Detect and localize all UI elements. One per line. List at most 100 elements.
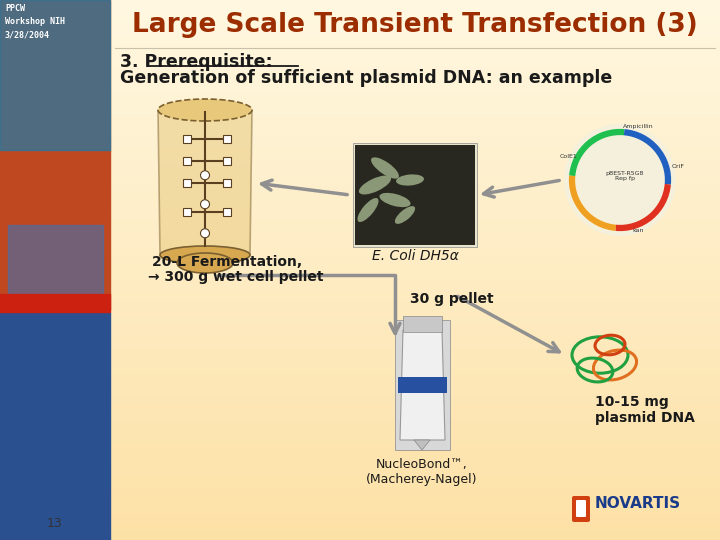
Bar <box>110 423 720 427</box>
Bar <box>110 326 720 329</box>
Bar <box>110 107 720 111</box>
Bar <box>110 242 720 246</box>
Bar <box>110 88 720 92</box>
Bar <box>110 374 720 378</box>
Bar <box>110 123 720 127</box>
Bar <box>110 501 720 505</box>
Bar <box>110 37 720 40</box>
Circle shape <box>200 229 210 238</box>
Bar <box>110 255 720 259</box>
Bar <box>110 380 720 383</box>
Bar <box>110 315 720 319</box>
Bar <box>110 512 720 516</box>
Bar <box>110 361 720 365</box>
Polygon shape <box>400 330 445 440</box>
Bar <box>110 96 720 100</box>
Bar <box>110 21 720 24</box>
Bar <box>110 153 720 157</box>
Bar <box>110 301 720 305</box>
Ellipse shape <box>158 99 252 121</box>
Bar <box>110 61 720 65</box>
Bar <box>110 282 720 286</box>
Bar <box>110 434 720 437</box>
Bar <box>110 191 720 194</box>
Bar <box>110 166 720 170</box>
Bar <box>110 85 720 89</box>
Bar <box>110 388 720 392</box>
Bar <box>110 417 720 421</box>
Bar <box>110 342 720 346</box>
Bar <box>110 110 720 113</box>
Bar <box>110 474 720 478</box>
Bar <box>110 280 720 284</box>
Bar <box>110 485 720 489</box>
Bar <box>183 135 191 143</box>
Bar <box>0 294 110 312</box>
Bar <box>110 15 720 19</box>
Bar <box>110 496 720 500</box>
Bar <box>110 91 720 94</box>
Bar <box>110 126 720 130</box>
Bar <box>110 39 720 43</box>
FancyBboxPatch shape <box>576 500 586 517</box>
Bar <box>110 137 720 140</box>
Bar <box>110 83 720 86</box>
Bar <box>110 358 720 362</box>
Bar <box>110 204 720 208</box>
Bar <box>110 439 720 443</box>
Bar <box>8 225 103 295</box>
Bar <box>110 77 720 81</box>
Text: Ampicillin: Ampicillin <box>623 124 653 129</box>
Text: 13: 13 <box>47 517 63 530</box>
Ellipse shape <box>177 253 233 273</box>
Bar <box>110 409 720 413</box>
Bar <box>110 207 720 211</box>
Text: 3. Prerequisite:: 3. Prerequisite: <box>120 53 273 71</box>
Bar <box>110 234 720 238</box>
Bar <box>110 385 720 389</box>
Bar <box>110 296 720 300</box>
Text: pBEST-R5G8
Rep fp: pBEST-R5G8 Rep fp <box>606 171 644 181</box>
Bar <box>110 258 720 262</box>
Polygon shape <box>414 440 430 450</box>
Bar <box>110 318 720 321</box>
Bar <box>110 247 720 251</box>
Bar <box>110 312 720 316</box>
Bar <box>110 26 720 30</box>
Bar <box>110 142 720 146</box>
Bar <box>110 331 720 335</box>
Bar <box>110 223 720 227</box>
Bar <box>110 245 720 248</box>
Ellipse shape <box>357 198 379 222</box>
Bar <box>110 480 720 483</box>
Bar <box>110 355 720 359</box>
Bar <box>110 455 720 459</box>
Bar <box>110 161 720 165</box>
Text: ColE1: ColE1 <box>559 154 577 159</box>
Bar <box>110 493 720 497</box>
FancyBboxPatch shape <box>572 496 590 522</box>
Bar <box>110 231 720 235</box>
Bar <box>110 336 720 340</box>
Bar <box>110 304 720 308</box>
Bar <box>110 458 720 462</box>
Bar <box>0 312 110 540</box>
Bar <box>110 220 720 224</box>
Bar <box>110 420 720 424</box>
Bar <box>110 404 720 408</box>
Bar <box>110 426 720 429</box>
Bar <box>110 18 720 22</box>
Bar <box>110 56 720 59</box>
Bar <box>110 366 720 370</box>
Bar <box>110 199 720 202</box>
Bar <box>110 131 720 135</box>
Text: NOVARTIS: NOVARTIS <box>595 496 681 511</box>
Bar <box>110 353 720 356</box>
Bar <box>110 193 720 197</box>
Bar <box>110 477 720 481</box>
Text: E. Coli DH5α: E. Coli DH5α <box>372 249 459 263</box>
Bar <box>355 145 475 245</box>
Circle shape <box>200 200 210 209</box>
Bar <box>110 377 720 381</box>
Bar <box>395 320 450 450</box>
